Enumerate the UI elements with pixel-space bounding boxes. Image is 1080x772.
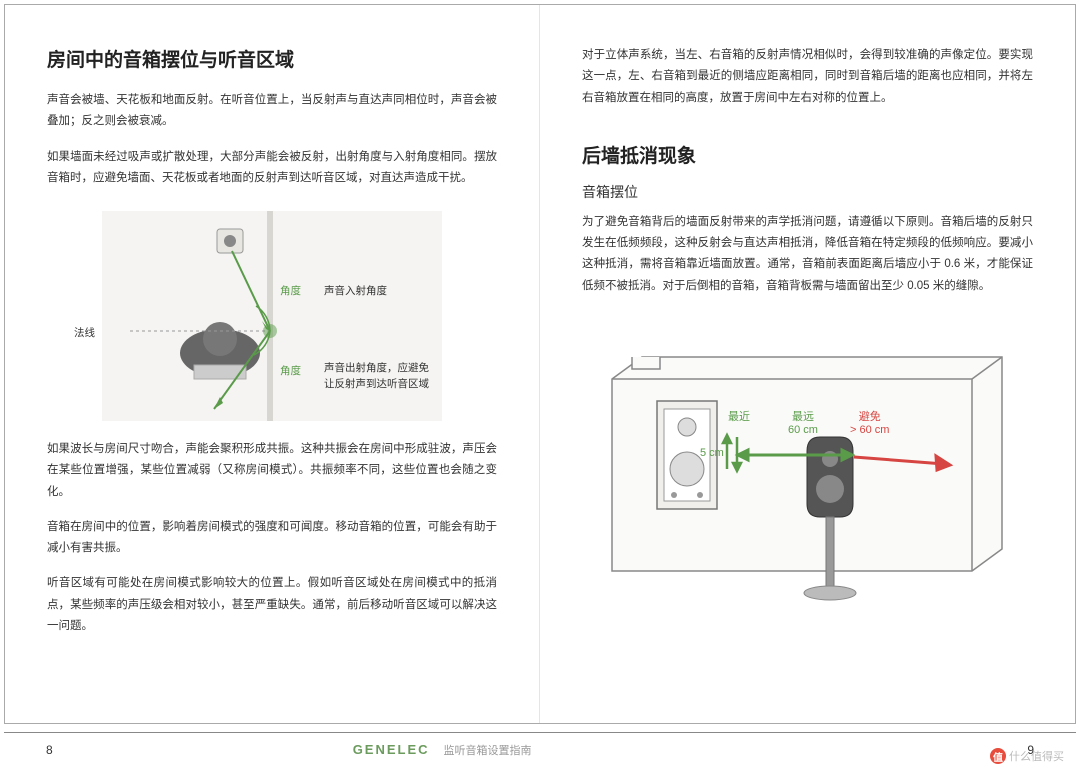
body-text: 对于立体声系统，当左、右音箱的反射声情况相似时，会得到较准确的声像定位。要实现这…: [582, 45, 1033, 109]
watermark-icon: 值: [990, 748, 1006, 764]
body-text: 音箱在房间中的位置，影响着房间模式的强度和可闻度。移动音箱的位置，可能会有助于减…: [47, 517, 497, 560]
watermark: 值 什么值得买: [990, 748, 1064, 764]
document-title: 监听音箱设置指南: [444, 742, 532, 758]
section-title: 后墙抵消现象: [582, 141, 1033, 168]
avoid-label: 避免: [850, 411, 889, 424]
near-value: 5 cm: [700, 447, 724, 459]
page-number-left: 8: [46, 743, 53, 757]
incident-label: 声音入射角度: [324, 283, 387, 298]
reflection-diagram: 法线 角度 角度 声音入射角度 声音出射角度，应避免让反射声到达听音区域: [102, 211, 442, 421]
section-title: 房间中的音箱摆位与听音区域: [47, 45, 497, 72]
angle-label: 角度: [280, 363, 301, 378]
wall-distance-diagram: 最近 5 cm 最远 60 cm 避免 > 60 cm: [582, 329, 1033, 619]
watermark-text: 什么值得买: [1009, 748, 1064, 764]
page-footer: 8 GENELEC 监听音箱设置指南 9: [4, 732, 1076, 760]
near-label: 最近: [728, 411, 750, 424]
body-text: 如果波长与房间尺寸吻合，声能会聚积形成共振。这种共振会在房间中形成驻波，声压会在…: [47, 439, 497, 503]
body-text: 如果墙面未经过吸声或扩散处理，大部分声能会被反射，出射角度与入射角度相同。摆放音…: [47, 147, 497, 190]
far-label: 最远: [788, 411, 818, 424]
brand-logo: GENELEC: [353, 742, 430, 757]
body-text: 听音区域有可能处在房间模式影响较大的位置上。假如听音区域处在房间模式中的抵消点，…: [47, 573, 497, 637]
normal-line-label: 法线: [74, 325, 95, 340]
body-text: 声音会被墙、天花板和地面反射。在听音位置上，当反射声与直达声同相位时，声音会被叠…: [47, 90, 497, 133]
reflected-label: 声音出射角度，应避免让反射声到达听音区域: [324, 361, 434, 393]
subsection-title: 音箱摆位: [582, 182, 1033, 202]
far-value: 60 cm: [788, 424, 818, 437]
avoid-value: > 60 cm: [850, 424, 889, 437]
body-text: 为了避免音箱背后的墙面反射带来的声学抵消问题，请遵循以下原则。音箱后墙的反射只发…: [582, 212, 1033, 297]
angle-label: 角度: [280, 283, 301, 298]
